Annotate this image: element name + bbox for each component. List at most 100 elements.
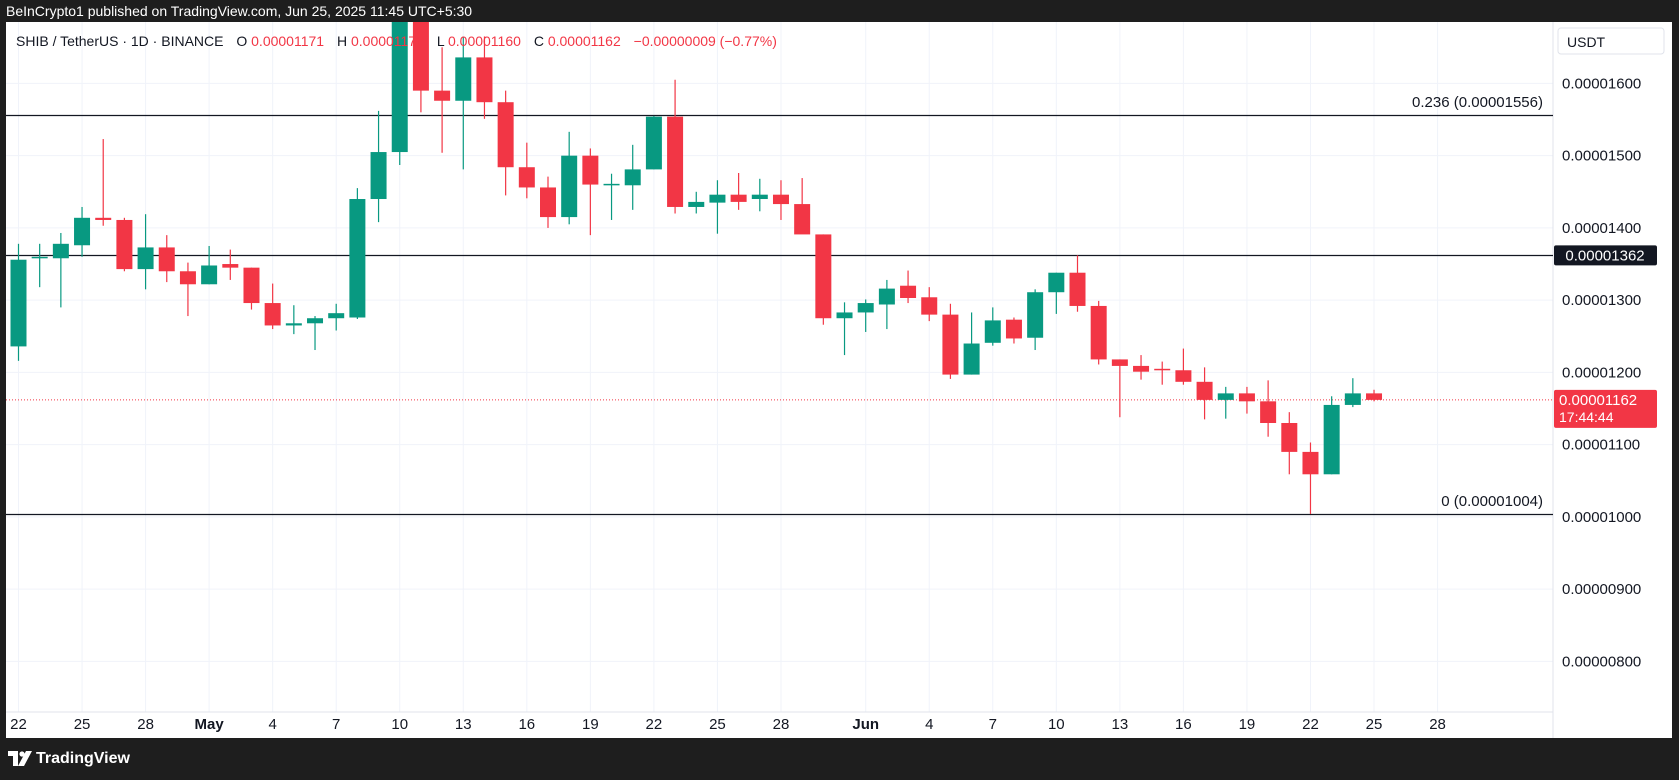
candle-body — [476, 57, 493, 103]
time-axis-label: 28 — [773, 716, 790, 733]
candle-body — [645, 116, 662, 170]
candle — [370, 110, 387, 223]
candle-body — [1217, 393, 1234, 400]
candle — [137, 214, 154, 290]
candle-body — [1048, 272, 1065, 293]
candle — [1133, 355, 1150, 380]
candle — [645, 115, 662, 170]
candle — [412, 10, 429, 113]
candle — [603, 173, 620, 220]
time-axis-label: 19 — [582, 716, 599, 733]
candle — [857, 299, 874, 332]
candle-body — [328, 313, 345, 319]
candle-body — [540, 187, 556, 218]
price-axis-label: 0.00001200 — [1562, 364, 1641, 381]
time-axis-label: 22 — [10, 716, 27, 733]
candlestick-chart[interactable]: 0.00001600 0.00001500 0.00001400 0.00001300… — [6, 10, 1672, 738]
candle — [815, 234, 832, 325]
candle — [497, 90, 514, 196]
candle — [1281, 412, 1298, 475]
candle-body — [624, 169, 641, 186]
candle — [328, 303, 345, 331]
candle-body — [921, 297, 938, 315]
candle — [1260, 380, 1277, 437]
candle-body — [1090, 305, 1107, 360]
high-value: 0.00001176 — [351, 33, 424, 49]
candle-body — [1344, 393, 1361, 405]
candle — [116, 217, 133, 272]
time-axis-label: 10 — [1048, 716, 1065, 733]
candle-body — [455, 57, 472, 101]
candle-body — [561, 155, 578, 218]
time-axis-label: 10 — [391, 716, 408, 733]
ohlc-legend: SHIB / TetherUS · 1D · BINANCE O 0.00001… — [16, 33, 777, 49]
candle-body — [1238, 393, 1255, 402]
time-axis-label: 7 — [332, 716, 340, 733]
candle-body — [370, 152, 387, 200]
price-axis-label: 0.00001400 — [1562, 220, 1641, 237]
candle-body — [794, 204, 811, 235]
close-label: C — [534, 33, 544, 49]
time-axis-label: 16 — [1175, 716, 1192, 733]
candle — [179, 262, 196, 317]
candle — [561, 131, 578, 225]
candle — [1090, 300, 1107, 365]
candle — [1302, 442, 1319, 515]
high-label: H — [337, 33, 347, 49]
close-value: 0.00001162 — [548, 33, 621, 49]
candle-body — [1196, 381, 1213, 400]
price-axis-label: 0.00001100 — [1562, 437, 1640, 454]
candle-body — [730, 194, 747, 202]
candle-body — [963, 343, 980, 375]
candle — [285, 305, 302, 335]
candle-body — [1027, 292, 1044, 338]
candle — [1366, 389, 1383, 402]
candle-body — [1005, 319, 1022, 339]
candle-body — [1133, 365, 1150, 372]
candle-body — [984, 320, 1001, 343]
candle-body — [582, 155, 599, 185]
horizontal-lines — [6, 114, 1553, 516]
candle-body — [1154, 368, 1171, 371]
candle — [31, 243, 48, 288]
candle — [1069, 255, 1086, 312]
candle-body — [349, 199, 366, 318]
candle — [942, 303, 959, 379]
candle — [1196, 367, 1213, 420]
candle-body — [264, 303, 281, 326]
currency-selector[interactable]: USDT — [1557, 27, 1665, 55]
candle — [772, 180, 789, 220]
candle-body — [52, 243, 69, 259]
candle — [1048, 272, 1065, 314]
level-price-tag-text: 0.00001362 — [1565, 247, 1644, 264]
time-axis-label: May — [195, 716, 225, 733]
candle-body — [10, 259, 27, 347]
candle-body — [137, 247, 154, 270]
candle-body — [603, 183, 620, 186]
candle-body — [497, 102, 514, 168]
candle-body — [751, 194, 768, 200]
candle — [455, 36, 472, 170]
candle — [984, 307, 1001, 346]
candle — [836, 302, 853, 356]
candle-body — [1069, 272, 1086, 306]
time-axis-label: 25 — [1366, 716, 1383, 733]
time-axis: 22 25 28 May 4 7 10 13 16 19 22 25 28 Jun 4 7 10 13 16 19 22… — [10, 716, 1446, 733]
candle — [222, 249, 239, 280]
candle-body — [201, 265, 218, 285]
candle-body — [243, 267, 260, 304]
candle-body — [412, 14, 429, 91]
candle-body — [31, 256, 48, 259]
time-axis-label: 19 — [1239, 716, 1256, 733]
open-value: 0.00001171 — [251, 33, 324, 49]
candle — [434, 47, 451, 153]
candle-body — [836, 312, 853, 319]
current-price-tag: 0.00001162 17:44:44 — [1554, 389, 1657, 428]
price-axis-label: 0.00000800 — [1562, 653, 1641, 670]
candle-body — [391, 14, 408, 153]
time-axis-label: Jun — [852, 716, 879, 733]
candle — [307, 316, 324, 351]
price-axis-label: 0.00001000 — [1562, 509, 1641, 526]
candle — [52, 232, 69, 308]
fib-0-label: 0 (0.00001004) — [1441, 493, 1543, 510]
